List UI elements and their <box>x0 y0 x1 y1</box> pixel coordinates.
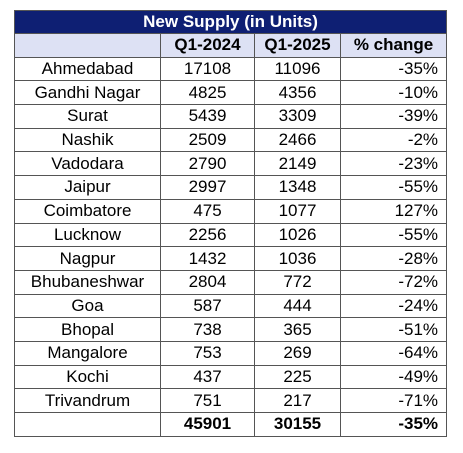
value-cell: 1036 <box>254 246 341 271</box>
value-cell: 269 <box>254 340 341 366</box>
value-cell: 365 <box>254 317 341 342</box>
city-cell: Lucknow <box>14 222 161 248</box>
empty-cell <box>14 412 161 437</box>
data-row: Ahmedabad 17108 11096 -35% <box>14 56 448 82</box>
city-cell: Ahmedabad <box>14 56 161 82</box>
value-cell: 217 <box>254 388 341 413</box>
data-row: Nashik 2509 2466 -2% <box>14 127 448 153</box>
data-row: Kochi 437 225 -49% <box>14 364 448 390</box>
value-cell: 2256 <box>160 222 255 248</box>
value-cell: -10% <box>339 80 448 106</box>
total-cell: 45901 <box>160 412 255 437</box>
value-cell: 738 <box>160 317 255 342</box>
value-cell: 4356 <box>254 80 341 106</box>
city-cell: Surat <box>14 104 161 129</box>
value-cell: 2466 <box>254 127 341 153</box>
value-cell: 475 <box>160 198 255 224</box>
header-cell <box>14 33 161 58</box>
data-row: Vadodara 2790 2149 -23% <box>14 151 448 177</box>
value-cell: -39% <box>339 104 448 129</box>
supply-table: New Supply (in Units) Q1-2024 Q1-2025 % … <box>13 10 448 437</box>
header-cell: Q1-2024 <box>160 33 255 58</box>
table-title: New Supply (in Units) <box>13 10 448 34</box>
value-cell: 4825 <box>160 80 255 106</box>
value-cell: 2997 <box>160 175 255 200</box>
data-row: Gandhi Nagar 4825 4356 -10% <box>14 80 448 106</box>
total-cell: 30155 <box>254 412 341 437</box>
city-cell: Nashik <box>14 127 161 153</box>
value-cell: 2149 <box>254 151 341 177</box>
city-cell: Jaipur <box>14 175 161 200</box>
value-cell: -72% <box>339 269 448 295</box>
value-cell: -55% <box>339 175 448 200</box>
city-cell: Bhubaneshwar <box>14 269 161 295</box>
city-cell: Coimbatore <box>14 198 161 224</box>
header-row: Q1-2024 Q1-2025 % change <box>14 33 448 58</box>
value-cell: -23% <box>339 151 448 177</box>
value-cell: 1432 <box>160 246 255 271</box>
value-cell: -24% <box>339 293 448 319</box>
value-cell: -49% <box>339 364 448 390</box>
value-cell: 444 <box>254 293 341 319</box>
city-cell: Mangalore <box>14 340 161 366</box>
data-row: Jaipur 2997 1348 -55% <box>14 175 448 200</box>
value-cell: -28% <box>339 246 448 271</box>
header-cell: Q1-2025 <box>254 33 341 58</box>
value-cell: 587 <box>160 293 255 319</box>
city-cell: Nagpur <box>14 246 161 271</box>
value-cell: -51% <box>339 317 448 342</box>
data-row: Nagpur 1432 1036 -28% <box>14 246 448 271</box>
data-row: Mangalore 753 269 -64% <box>14 340 448 366</box>
city-cell: Gandhi Nagar <box>14 80 161 106</box>
value-cell: 772 <box>254 269 341 295</box>
value-cell: 1077 <box>254 198 341 224</box>
value-cell: -35% <box>339 56 448 82</box>
city-cell: Trivandrum <box>14 388 161 413</box>
value-cell: 11096 <box>254 56 341 82</box>
city-cell: Vadodara <box>14 151 161 177</box>
value-cell: 5439 <box>160 104 255 129</box>
city-cell: Goa <box>14 293 161 319</box>
total-cell: -35% <box>339 412 448 437</box>
value-cell: 225 <box>254 364 341 390</box>
city-cell: Bhopal <box>14 317 161 342</box>
data-row: Trivandrum 751 217 -71% <box>14 388 448 413</box>
value-cell: 753 <box>160 340 255 366</box>
table-body: Ahmedabad 17108 11096 -35% Gandhi Nagar 4825 4… <box>14 56 448 437</box>
data-row: Surat 5439 3309 -39% <box>14 104 448 129</box>
value-cell: 2790 <box>160 151 255 177</box>
value-cell: 751 <box>160 388 255 413</box>
value-cell: -55% <box>339 222 448 248</box>
value-cell: 437 <box>160 364 255 390</box>
value-cell: 1348 <box>254 175 341 200</box>
data-row: Bhubaneshwar 2804 772 -72% <box>14 269 448 295</box>
value-cell: 2804 <box>160 269 255 295</box>
data-row: Goa 587 444 -24% <box>14 293 448 319</box>
data-row: Lucknow 2256 1026 -55% <box>14 222 448 248</box>
data-row: Coimbatore 475 1077 127% <box>14 198 448 224</box>
value-cell: 127% <box>339 198 448 224</box>
city-cell: Kochi <box>14 364 161 390</box>
title-row: New Supply (in Units) <box>13 10 448 34</box>
data-row: Bhopal 738 365 -51% <box>14 317 448 342</box>
value-cell: 2509 <box>160 127 255 153</box>
value-cell: -64% <box>339 340 448 366</box>
total-row: 45901 30155 -35% <box>14 412 448 437</box>
header-cell: % change <box>339 33 448 58</box>
value-cell: 1026 <box>254 222 341 248</box>
value-cell: -71% <box>339 388 448 413</box>
value-cell: 3309 <box>254 104 341 129</box>
value-cell: 17108 <box>160 56 255 82</box>
value-cell: -2% <box>339 127 448 153</box>
